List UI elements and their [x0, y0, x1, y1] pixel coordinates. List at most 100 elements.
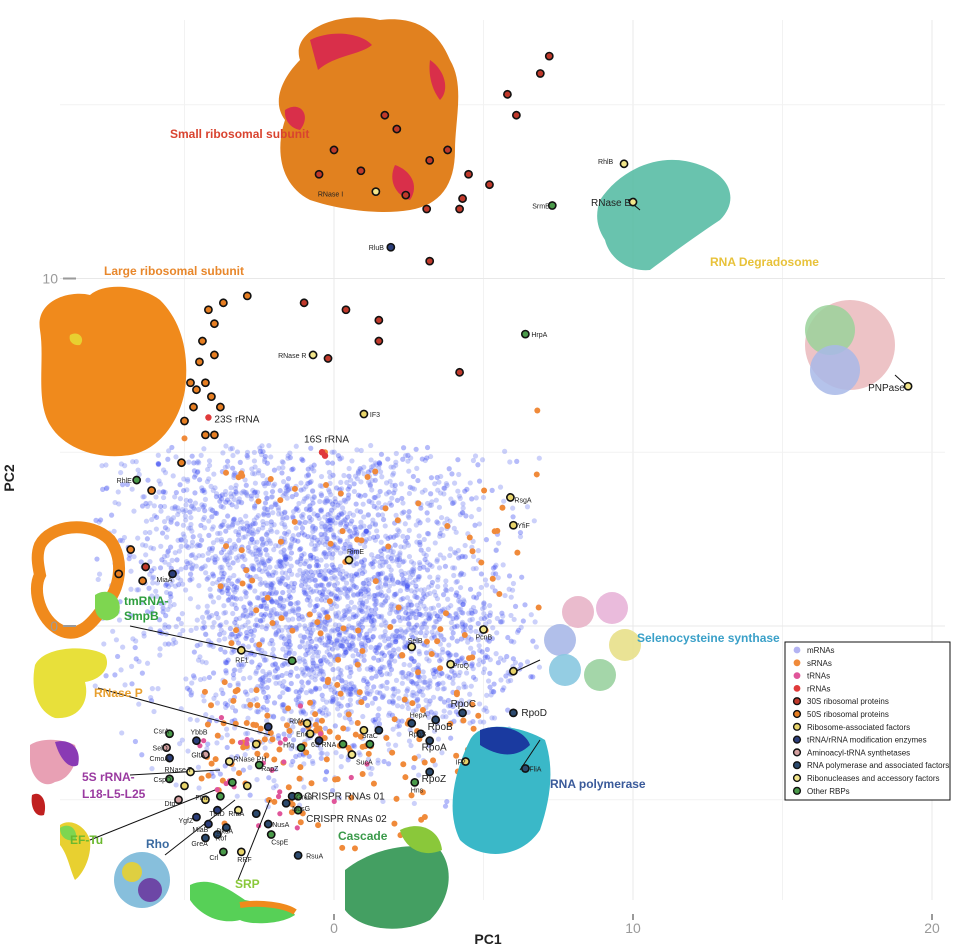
mrna-point	[343, 607, 349, 614]
mrna-point	[181, 509, 187, 515]
mrna-point	[219, 589, 225, 595]
mrna-point	[383, 491, 390, 497]
mrna-point	[407, 574, 413, 580]
mrna-point	[235, 680, 241, 686]
mrna-point	[307, 552, 313, 559]
mrna-point	[253, 670, 259, 676]
pnpase-structure	[805, 300, 895, 395]
mrna-point	[532, 619, 538, 625]
srna-point	[201, 688, 208, 695]
mrna-point	[267, 612, 273, 618]
mrna-point	[312, 527, 318, 533]
mrna-point	[196, 506, 202, 513]
mrna-point	[246, 625, 252, 632]
mrna-point	[204, 479, 211, 485]
protein-point	[329, 145, 339, 155]
protein-point	[458, 194, 467, 203]
mrna-point	[225, 597, 231, 603]
mrna-point	[218, 570, 225, 576]
mrna-point	[310, 627, 316, 633]
mrna-point	[433, 497, 439, 503]
protein-point	[263, 722, 273, 732]
protein-point	[192, 812, 201, 822]
mrna-point	[228, 491, 234, 497]
mrna-point	[378, 584, 384, 590]
mrna-point	[259, 542, 266, 548]
mrna-point	[154, 593, 160, 599]
mrna-point	[319, 624, 325, 630]
mrna-point	[170, 515, 177, 521]
y-axis-title: PC2	[1, 464, 17, 491]
mrna-point	[324, 608, 330, 614]
complex-label: Small ribosomal subunit	[170, 127, 309, 141]
legend-label: tRNAs	[807, 672, 830, 681]
protein-point	[192, 385, 201, 395]
mrna-point	[195, 542, 201, 548]
protein-point	[209, 319, 219, 329]
mrna-point	[147, 500, 153, 506]
mrna-point	[310, 760, 316, 767]
mrna-point	[151, 574, 157, 580]
mrna-point	[425, 530, 431, 537]
mrna-point	[222, 492, 228, 498]
mrna-point	[332, 622, 339, 628]
mrna-point	[237, 667, 243, 674]
mrna-point	[352, 473, 359, 479]
mrna-point	[447, 710, 453, 716]
mrna-point	[338, 642, 344, 648]
mrna-point	[374, 689, 380, 695]
mrna-point	[300, 511, 306, 518]
mrna-point	[189, 543, 195, 549]
mrna-point	[225, 657, 231, 663]
mrna-point	[247, 600, 253, 606]
protein-point	[485, 180, 494, 190]
mrna-point	[276, 560, 283, 566]
srna-point	[334, 776, 341, 783]
mrna-point	[264, 698, 270, 704]
mrna-point	[175, 505, 181, 511]
protein-point	[455, 204, 464, 214]
srna-point	[394, 517, 401, 524]
mrna-point	[323, 563, 330, 569]
mrna-point	[343, 523, 349, 530]
mrna-point	[329, 562, 335, 568]
srna-point	[229, 738, 236, 745]
mrna-point	[230, 587, 236, 593]
protein-point	[207, 392, 216, 402]
mrna-point	[253, 545, 259, 551]
mrna-point	[190, 562, 196, 568]
mrna-point	[302, 519, 308, 525]
mrna-point	[160, 489, 166, 495]
ef-tu-structure	[60, 822, 91, 880]
mrna-point	[510, 580, 517, 587]
mrna-point	[345, 486, 351, 492]
mrna-point	[226, 596, 232, 603]
mrna-point	[270, 785, 277, 791]
protein-point	[174, 795, 183, 805]
mrna-point	[401, 558, 407, 564]
mrna-point	[139, 503, 146, 509]
mrna-point	[302, 496, 308, 502]
mrna-point	[310, 528, 316, 535]
mrna-point	[323, 554, 329, 560]
mrna-point	[327, 526, 333, 533]
srna-point	[214, 732, 221, 739]
point-label: CRISPR RNAs 01	[304, 791, 385, 802]
mrna-point	[360, 565, 366, 571]
mrna-point	[223, 528, 229, 534]
mrna-point	[277, 580, 284, 586]
mrna-point	[217, 498, 223, 504]
mrna-point	[381, 693, 387, 699]
mrna-point	[184, 487, 190, 493]
mrna-point	[299, 525, 306, 531]
mrna-point	[227, 549, 233, 555]
mrna-point	[206, 546, 213, 552]
mrna-point	[476, 643, 482, 649]
mrna-point	[235, 557, 241, 563]
mrna-point	[115, 653, 121, 660]
mrna-point	[417, 520, 423, 526]
mrna-point	[477, 701, 483, 707]
mrna-point	[252, 622, 259, 628]
srna-point	[264, 594, 271, 601]
mrna-point	[212, 553, 219, 560]
